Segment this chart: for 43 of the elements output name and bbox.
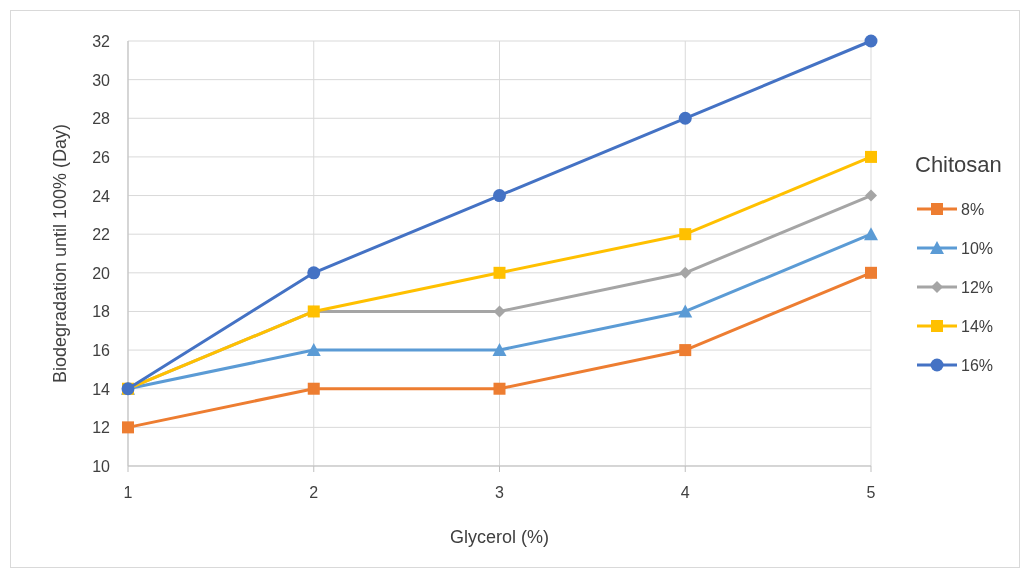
point <box>864 227 878 241</box>
point <box>678 111 692 125</box>
y-tick-label: 18 <box>92 303 111 321</box>
point <box>864 34 878 48</box>
y-tick-label: 26 <box>92 148 111 166</box>
x-tick-label: 1 <box>123 484 133 501</box>
legend-label: 10% <box>961 240 994 257</box>
point <box>493 189 506 203</box>
y-tick-label: 16 <box>92 342 111 360</box>
y-tick-label: 24 <box>92 187 111 205</box>
y-tick-label: 30 <box>92 71 111 89</box>
point <box>307 382 320 395</box>
x-tick-label: 5 <box>866 484 876 501</box>
point <box>679 344 692 357</box>
y-tick-label: 12 <box>92 419 111 437</box>
point <box>493 382 506 395</box>
point <box>865 150 877 163</box>
y-tick-label: 20 <box>92 264 111 282</box>
point <box>307 266 321 280</box>
point <box>493 266 506 279</box>
y-tick-label: 10 <box>92 458 111 475</box>
legend-label: 14% <box>961 318 994 335</box>
x-tick-label: 3 <box>495 484 505 501</box>
legend-label: 12% <box>961 279 994 296</box>
point <box>306 343 321 357</box>
y-tick-label: 22 <box>92 226 111 244</box>
point <box>122 421 134 434</box>
legend-title: Chitosan <box>915 152 1002 177</box>
point <box>865 266 877 279</box>
y-tick-label: 14 <box>92 380 111 398</box>
legend-label: 16% <box>961 357 994 374</box>
x-tick-label: 2 <box>309 484 319 501</box>
point <box>492 343 507 357</box>
point <box>678 304 693 318</box>
y-tick-label: 28 <box>92 110 111 128</box>
x-axis-title: Glycerol (%) <box>449 527 550 547</box>
x-tick-label: 4 <box>680 484 690 501</box>
point <box>679 266 692 279</box>
legend-label: 8% <box>961 201 985 218</box>
point <box>865 189 877 202</box>
point <box>679 228 692 241</box>
y-tick-label: 32 <box>92 33 111 50</box>
y-axis-title: Biodegradation until 100% (Day) <box>50 123 70 384</box>
